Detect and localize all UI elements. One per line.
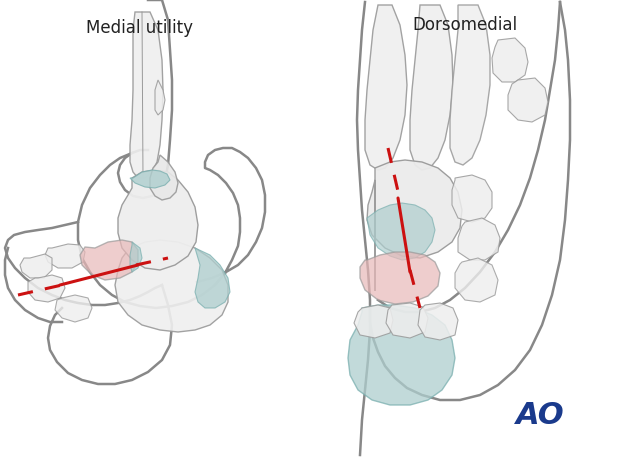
Polygon shape xyxy=(360,252,440,304)
Polygon shape xyxy=(80,240,138,280)
Polygon shape xyxy=(118,170,198,270)
Polygon shape xyxy=(354,305,393,338)
Polygon shape xyxy=(367,160,462,291)
Polygon shape xyxy=(130,12,163,178)
Polygon shape xyxy=(195,248,230,308)
Polygon shape xyxy=(450,5,490,165)
Polygon shape xyxy=(452,175,492,222)
Polygon shape xyxy=(418,303,458,340)
Polygon shape xyxy=(492,38,528,82)
Polygon shape xyxy=(365,5,407,170)
Polygon shape xyxy=(28,275,65,302)
Polygon shape xyxy=(508,78,548,122)
Text: Medial utility: Medial utility xyxy=(87,19,193,37)
Polygon shape xyxy=(455,258,498,302)
Polygon shape xyxy=(55,295,92,322)
Text: AO: AO xyxy=(516,401,564,430)
Polygon shape xyxy=(155,80,165,115)
Polygon shape xyxy=(410,5,453,170)
Polygon shape xyxy=(20,254,52,278)
Polygon shape xyxy=(348,305,455,405)
Polygon shape xyxy=(367,203,435,260)
Polygon shape xyxy=(150,155,178,200)
Polygon shape xyxy=(130,242,142,272)
Polygon shape xyxy=(115,240,228,332)
Text: Dorsomedial: Dorsomedial xyxy=(412,16,518,34)
Polygon shape xyxy=(458,218,500,260)
Polygon shape xyxy=(130,170,170,188)
Polygon shape xyxy=(386,303,428,338)
Polygon shape xyxy=(45,244,85,268)
